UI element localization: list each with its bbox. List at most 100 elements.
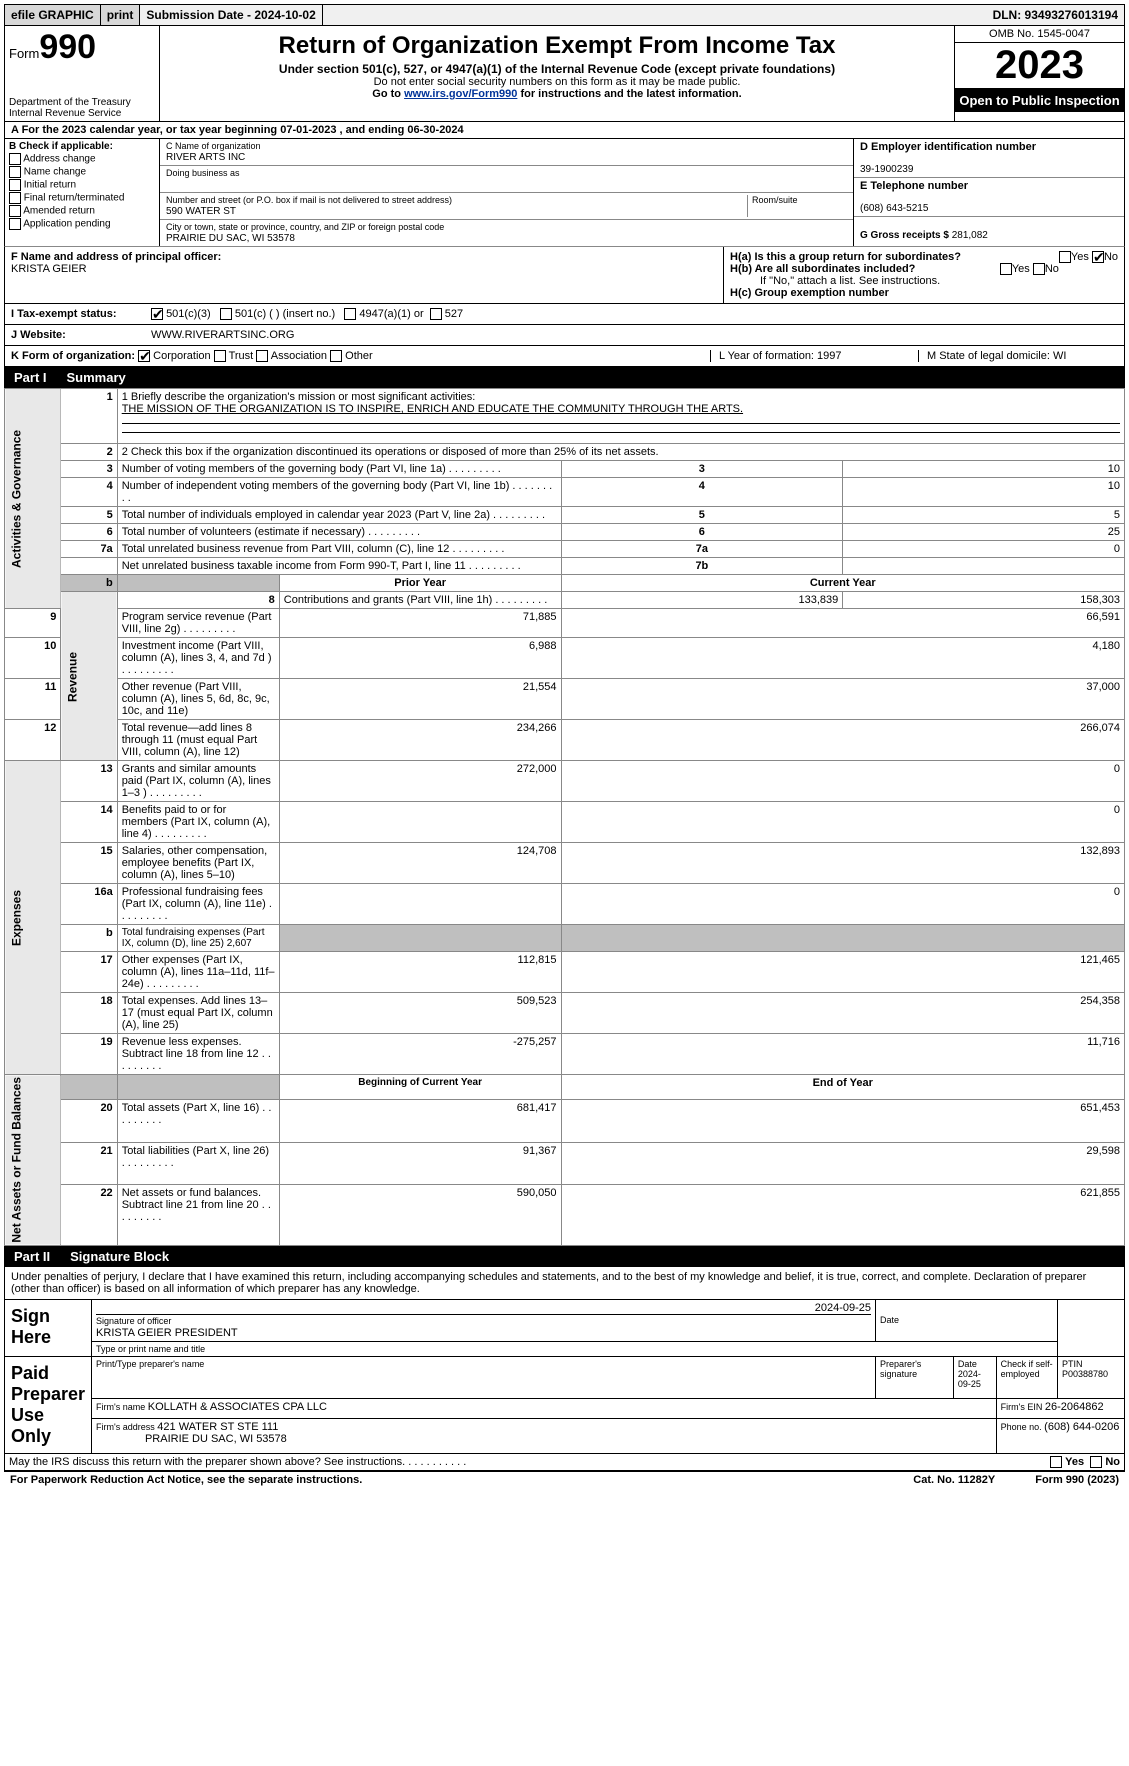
- chk-assoc[interactable]: [256, 350, 268, 362]
- m-state: M State of legal domicile: WI: [918, 350, 1118, 362]
- chk-other[interactable]: [330, 350, 342, 362]
- c-17: 121,465: [561, 952, 1125, 993]
- ln-12: 12: [5, 720, 61, 761]
- ha-yes[interactable]: [1059, 251, 1071, 263]
- ln-9: 9: [5, 609, 61, 638]
- k-opt-1: Trust: [229, 350, 254, 362]
- hb-yes[interactable]: [1000, 263, 1012, 275]
- chk-final[interactable]: [9, 192, 21, 204]
- p-17: 112,815: [279, 952, 561, 993]
- irs-link[interactable]: www.irs.gov/Form990: [404, 88, 517, 100]
- ein-value: 39-1900239: [860, 164, 913, 175]
- c-13: 0: [561, 761, 1125, 802]
- ln-13: 13: [61, 761, 117, 802]
- ln-5: 5: [61, 507, 117, 524]
- b-opt-5: Application pending: [23, 219, 110, 230]
- website-row: J Website: WWW.RIVERARTSINC.ORG: [4, 325, 1125, 346]
- discuss-no[interactable]: [1090, 1456, 1102, 1468]
- sign-here-label: Sign Here: [5, 1299, 92, 1356]
- val-3: 10: [843, 461, 1125, 478]
- desc-12: Total revenue—add lines 8 through 11 (mu…: [117, 720, 279, 761]
- form-prefix: Form: [9, 46, 39, 61]
- c-addr-lbl: Number and street (or P.O. box if mail i…: [166, 195, 452, 205]
- tax-status-row: I Tax-exempt status: 501(c)(3) 501(c) ( …: [4, 304, 1125, 325]
- c-16b: [561, 925, 1125, 952]
- top-bar: efile GRAPHIC print Submission Date - 20…: [4, 4, 1125, 26]
- i-opt-0: 501(c)(3): [166, 308, 211, 320]
- side-governance: Activities & Governance: [5, 389, 61, 609]
- desc-16b: Total fundraising expenses (Part IX, col…: [117, 925, 279, 952]
- b-opt-1: Name change: [24, 167, 86, 178]
- chk-amended[interactable]: [9, 205, 21, 217]
- ln-22: 22: [61, 1185, 117, 1245]
- sig-date: 2024-09-25: [96, 1302, 871, 1315]
- chk-initial[interactable]: [9, 179, 21, 191]
- c-14: 0: [561, 802, 1125, 843]
- k-lbl: K Form of organization:: [11, 350, 135, 362]
- k-opt-0: Corporation: [153, 350, 210, 362]
- org-city: PRAIRIE DU SAC, WI 53578: [166, 233, 295, 244]
- ln-18: 18: [61, 993, 117, 1034]
- submission-date: Submission Date - 2024-10-02: [140, 5, 322, 25]
- date-lbl2: Date: [958, 1359, 977, 1369]
- col-boy: Beginning of Current Year: [279, 1075, 561, 1100]
- section-fh: F Name and address of principal officer:…: [4, 246, 1125, 304]
- box-6: 6: [561, 524, 843, 541]
- desc-16a: Professional fundraising fees (Part IX, …: [117, 884, 279, 925]
- chk-trust[interactable]: [214, 350, 226, 362]
- q2-text: 2 Check this box if the organization dis…: [117, 444, 1124, 461]
- val-5: 5: [843, 507, 1125, 524]
- self-emp: Check if self-employed: [1001, 1359, 1053, 1379]
- val-6: 25: [843, 524, 1125, 541]
- rowA-end: 06-30-2024: [407, 124, 463, 136]
- b-label: B Check if applicable:: [9, 141, 113, 152]
- chk-501c[interactable]: [220, 308, 232, 320]
- ln-7a: 7a: [61, 541, 117, 558]
- desc-20: Total assets (Part X, line 16): [117, 1100, 279, 1143]
- p-9: 71,885: [279, 609, 561, 638]
- ln-3: 3: [61, 461, 117, 478]
- c-8: 158,303: [843, 592, 1125, 609]
- chk-address[interactable]: [9, 153, 21, 165]
- print-button[interactable]: print: [101, 5, 141, 25]
- i-lbl: I Tax-exempt status:: [11, 308, 117, 320]
- officer-name: KRISTA GEIER: [11, 263, 87, 275]
- box-3: 3: [561, 461, 843, 478]
- p-16a: [279, 884, 561, 925]
- b-opt-3: Final return/terminated: [24, 193, 125, 204]
- ln-16a: 16a: [61, 884, 117, 925]
- col-eoy: End of Year: [561, 1075, 1125, 1100]
- ha-no[interactable]: [1092, 251, 1104, 263]
- p-14: [279, 802, 561, 843]
- ln-17: 17: [61, 952, 117, 993]
- c-15: 132,893: [561, 843, 1125, 884]
- chk-501c3[interactable]: [151, 308, 163, 320]
- ln-15: 15: [61, 843, 117, 884]
- discuss-yes[interactable]: [1050, 1456, 1062, 1468]
- ln-8: 8: [117, 592, 279, 609]
- part2-title: Signature Block: [70, 1249, 169, 1264]
- ln-20: 20: [61, 1100, 117, 1143]
- desc-6: Total number of volunteers (estimate if …: [117, 524, 561, 541]
- c-11: 37,000: [561, 679, 1125, 720]
- room-lbl: Room/suite: [752, 195, 798, 205]
- hc-lbl: H(c) Group exemption number: [730, 287, 889, 299]
- dln-label: DLN: 93493276013194: [987, 5, 1124, 25]
- chk-corp[interactable]: [138, 350, 150, 362]
- chk-4947[interactable]: [344, 308, 356, 320]
- c-16a: 0: [561, 884, 1125, 925]
- val-4: 10: [843, 478, 1125, 507]
- inspection-label: Open to Public Inspection: [955, 89, 1124, 112]
- chk-name[interactable]: [9, 166, 21, 178]
- omb-number: OMB No. 1545-0047: [955, 26, 1124, 43]
- hb-no[interactable]: [1033, 263, 1045, 275]
- section-bcde: B Check if applicable: Address change Na…: [4, 139, 1125, 246]
- chk-pending[interactable]: [9, 218, 21, 230]
- val-7a: 0: [843, 541, 1125, 558]
- q1-lbl: 1 Briefly describe the organization's mi…: [122, 391, 476, 403]
- firm-name-lbl: Firm's name: [96, 1402, 148, 1412]
- part2-header: Part II Signature Block: [4, 1246, 1125, 1267]
- date-lbl: Date: [880, 1315, 899, 1325]
- box-7a: 7a: [561, 541, 843, 558]
- chk-527[interactable]: [430, 308, 442, 320]
